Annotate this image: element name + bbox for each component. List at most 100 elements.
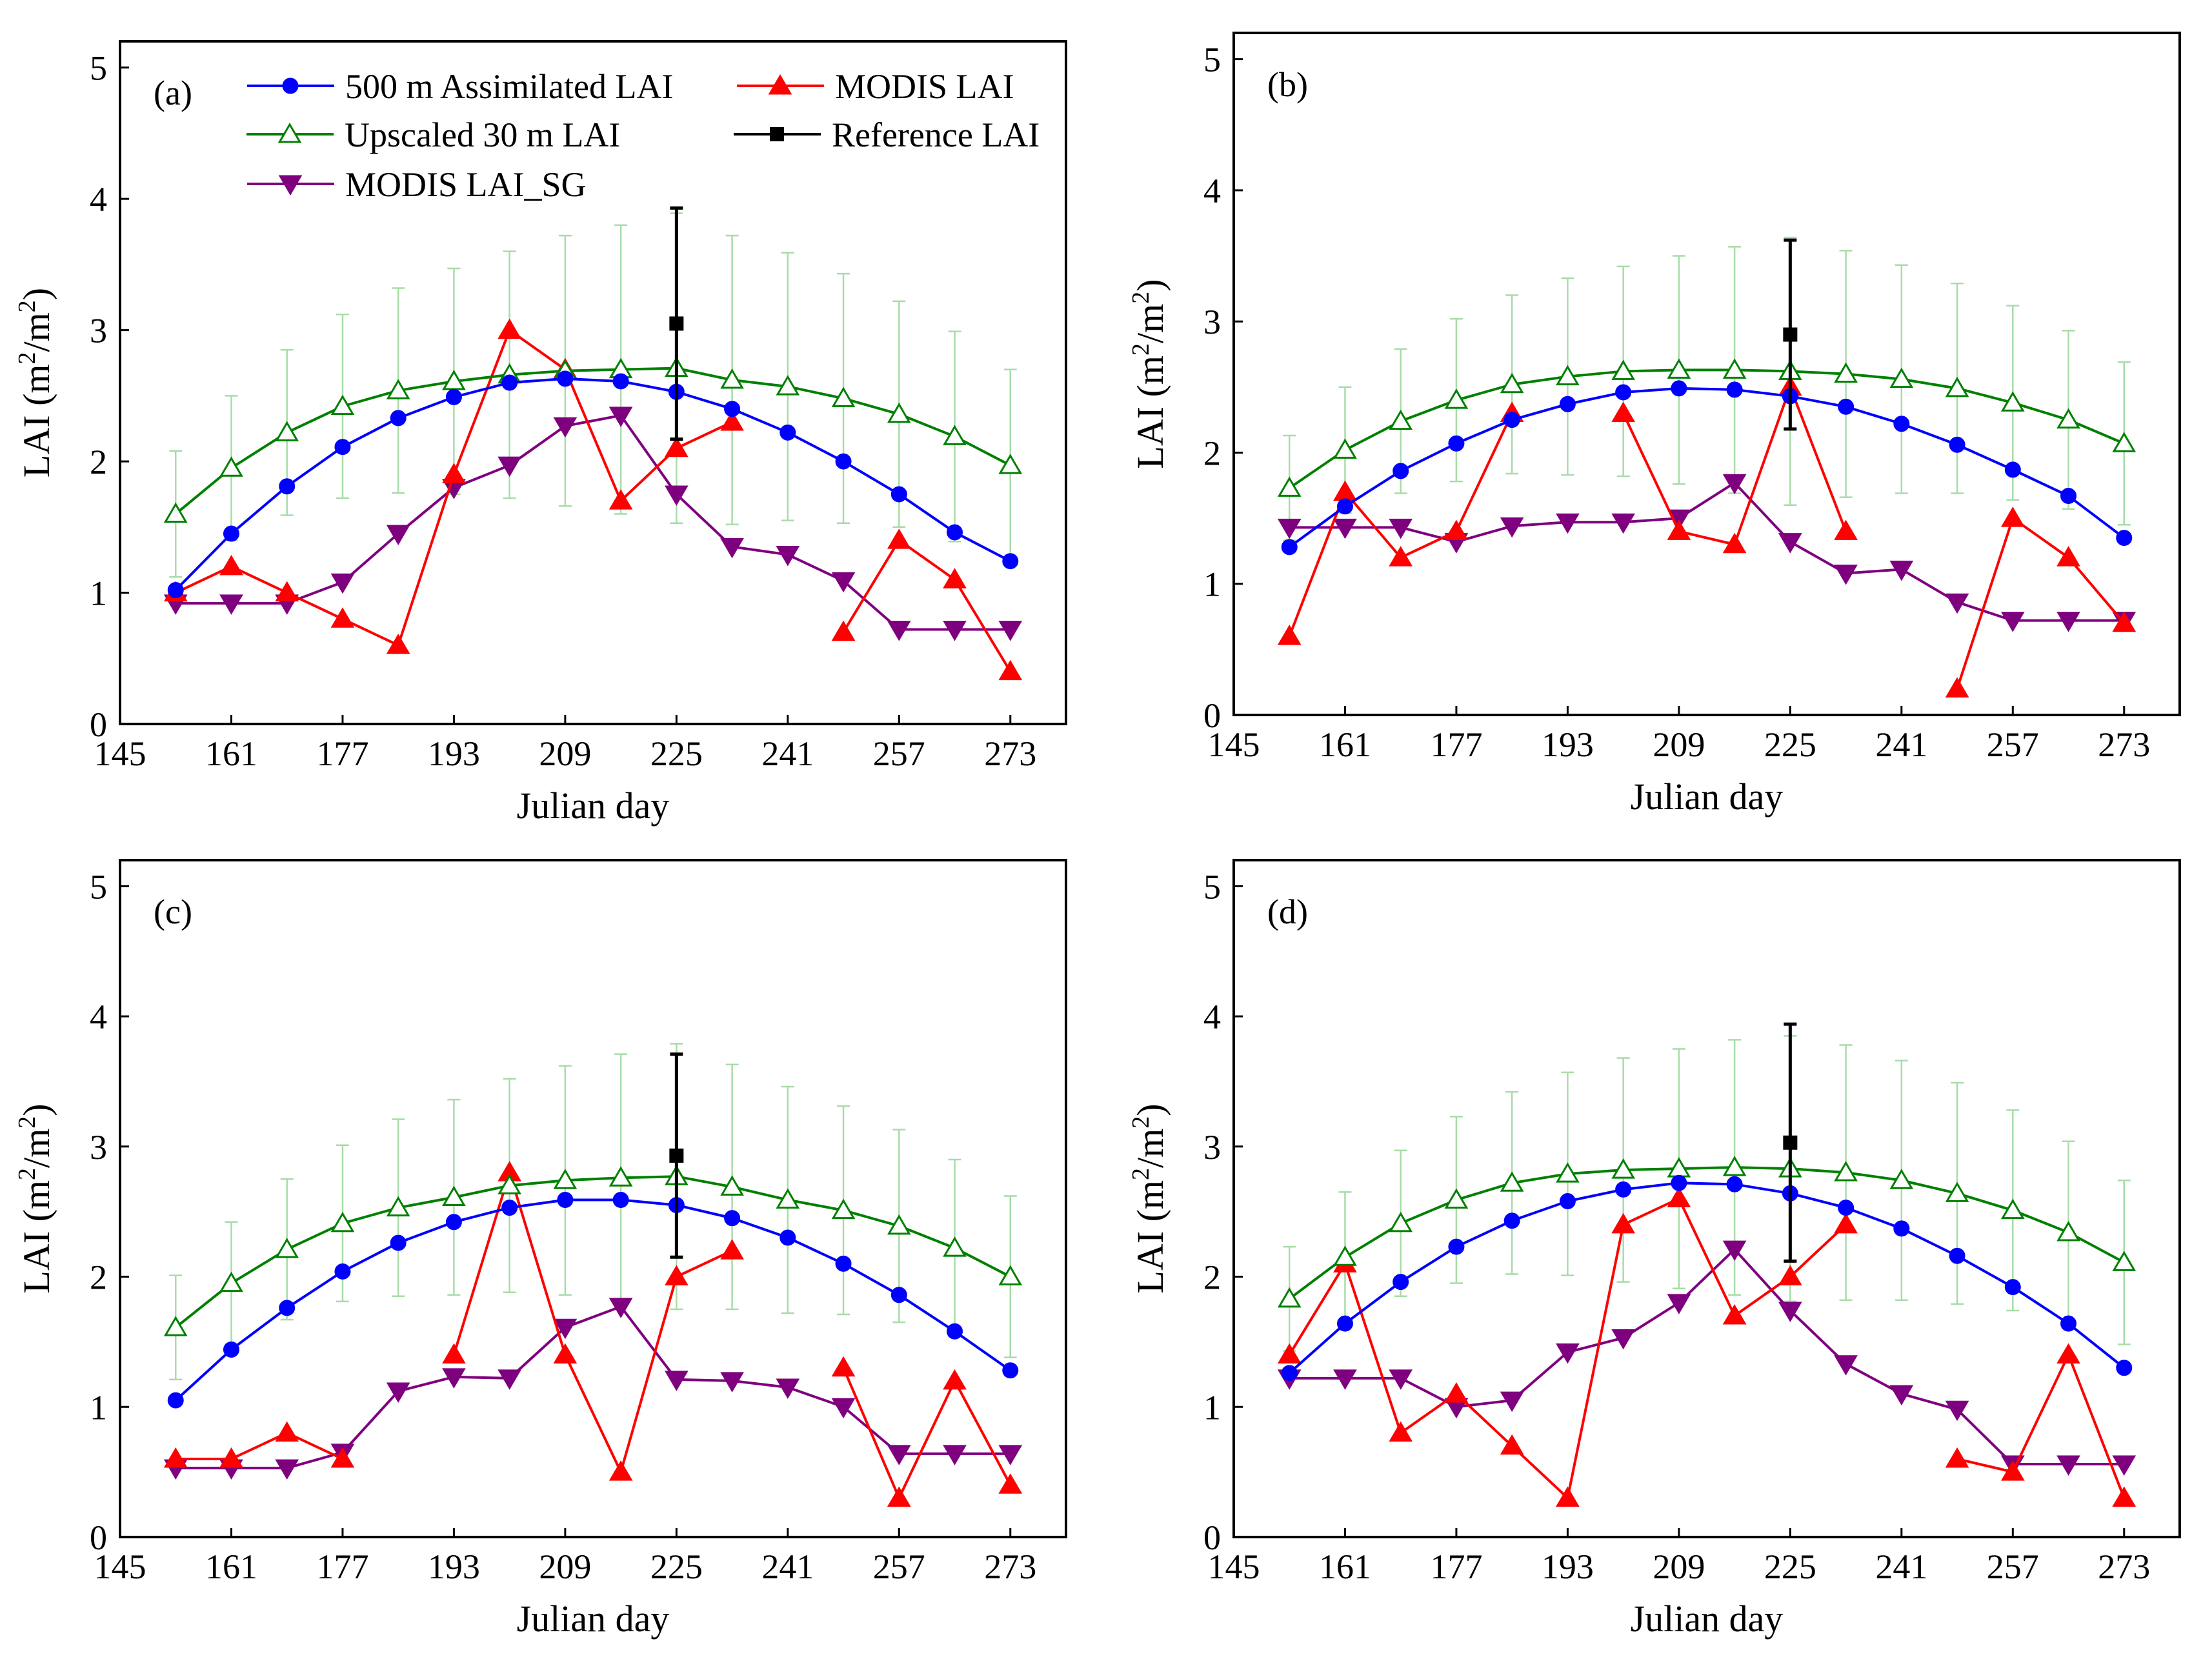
legend-marker-modis	[768, 74, 792, 95]
assimilated-line	[1288, 1181, 2126, 1374]
modis-sg-point	[608, 1298, 633, 1318]
y-tick-label: 1	[90, 1388, 107, 1427]
upscaled-point	[943, 425, 967, 445]
modis-sg-point	[720, 1372, 744, 1392]
assimilated-point	[890, 1287, 907, 1303]
modis-point	[887, 1486, 911, 1507]
y-axis-title-part: )	[15, 288, 57, 300]
modis-sg-point	[553, 1318, 578, 1340]
modis-sg-point	[219, 594, 243, 615]
modis-point	[330, 607, 355, 628]
upscaled-point	[386, 1196, 410, 1217]
upscaled-point	[1611, 1158, 1636, 1179]
y-tick-label: 3	[90, 312, 107, 350]
upscaled-point	[1333, 438, 1357, 459]
legend-label-upscaled: Upscaled 30 m LAI	[345, 116, 620, 154]
upscaled-point	[553, 1169, 578, 1189]
x-tick-label: 225	[650, 734, 703, 773]
x-tick-label: 257	[1987, 725, 2039, 764]
upscaled-point	[998, 1265, 1023, 1286]
x-tick-label: 193	[428, 734, 480, 773]
x-tick-label: 193	[1542, 725, 1594, 764]
y-tick-label: 5	[1203, 867, 1221, 906]
modis-point	[275, 581, 299, 602]
assimilated-point	[1503, 1212, 1520, 1229]
modis-point	[943, 568, 967, 588]
modis-point	[1389, 1421, 1413, 1442]
modis-sg-point	[943, 621, 967, 641]
modis-sg-point	[1277, 518, 1302, 539]
assimilated-point	[334, 439, 351, 456]
modis-sg-point	[887, 1445, 911, 1465]
chart-panel-d: 145 161 177 193 209 225 241 257 273 0 1 2 3 4 5 Julian …	[1127, 859, 2181, 1640]
modis-sg-point	[386, 525, 410, 545]
upscaled-point	[1889, 1169, 1914, 1189]
modis-sg-point	[720, 538, 744, 559]
x-tick-label: 193	[1542, 1547, 1594, 1586]
x-tick-label: 273	[2098, 725, 2150, 764]
x-tick-label: 161	[1319, 725, 1371, 764]
panel-letter: (d)	[1267, 892, 1308, 931]
assimilated-point	[2004, 1279, 2021, 1296]
modis-point	[163, 1447, 188, 1468]
upscaled-point	[1556, 1162, 1580, 1183]
upscaled-point	[831, 387, 856, 407]
modis-sg-point	[1389, 1369, 1413, 1390]
modis-sg-point	[1722, 474, 1747, 495]
x-tick-label: 225	[1764, 1547, 1816, 1586]
x-tick-label: 177	[316, 734, 368, 773]
y-axis-title: LAI (m2/m2)	[1127, 279, 1171, 468]
x-tick-label: 209	[539, 734, 591, 773]
x-tick-label: 177	[1430, 1547, 1482, 1586]
assimilated-point	[1893, 416, 1910, 432]
x-tick-label: 161	[205, 734, 257, 773]
assimilated-point	[1949, 1247, 1966, 1264]
y-axis-title-part: 2	[14, 300, 41, 312]
panel-letter: (b)	[1267, 65, 1308, 104]
y-axis-title-part: 2	[14, 1116, 41, 1129]
y-tick-label: 1	[90, 574, 107, 613]
modis-point	[2056, 546, 2080, 567]
upscaled-point	[219, 456, 243, 477]
modis-sg-point	[943, 1445, 967, 1465]
y-axis-title-part: /m	[1129, 1129, 1171, 1168]
upscaled-point	[943, 1236, 967, 1257]
modis-sg-point	[1889, 1385, 1914, 1406]
modis-line	[842, 539, 1012, 672]
assimilated-point	[501, 374, 518, 391]
upscaled-point	[1834, 1161, 1858, 1181]
upscaled-point	[1277, 476, 1302, 497]
x-tick-label: 209	[1653, 1547, 1705, 1586]
x-tick-label: 257	[873, 734, 925, 773]
modis-sg-point	[664, 485, 689, 506]
upscaled-point	[1722, 1156, 1747, 1176]
upscaled-point	[998, 454, 1023, 474]
assimilated-point	[1726, 1176, 1743, 1192]
modis-sg-point	[498, 1369, 522, 1390]
upscaled-point	[163, 502, 188, 523]
upscaled-line	[1289, 368, 2125, 489]
assimilated-point	[1503, 412, 1520, 428]
legend-marker-upscaled	[277, 123, 302, 143]
y-axis-title: LAI (m2/m2)	[14, 288, 57, 478]
modis-point	[1834, 519, 1858, 540]
upscaled-point	[1889, 367, 1914, 388]
chart-panel-b: 145 161 177 193 209 225 241 257 273 0 1 2 3 4 5 Julian …	[1127, 32, 2181, 818]
assimilated-point	[167, 581, 184, 598]
assimilated-point	[1893, 1220, 1910, 1237]
upscaled-point	[1333, 1245, 1357, 1266]
modis-line	[1956, 517, 2126, 689]
upscaled-point	[330, 1211, 355, 1232]
modis-sg-point	[2000, 612, 2025, 632]
assimilated-line	[1289, 387, 2125, 548]
y-tick-label: 3	[90, 1128, 107, 1167]
legend-label-reference: Reference LAI	[832, 116, 1040, 154]
y-axis-title-part: LAI (m	[15, 365, 57, 478]
y-tick-label: 4	[1203, 998, 1221, 1036]
upscaled-point	[2112, 432, 2137, 452]
assimilated-point	[334, 1263, 351, 1280]
legend-marker-assimilated	[282, 77, 299, 94]
x-tick-label: 225	[650, 1547, 703, 1586]
modis-line	[452, 1171, 733, 1474]
